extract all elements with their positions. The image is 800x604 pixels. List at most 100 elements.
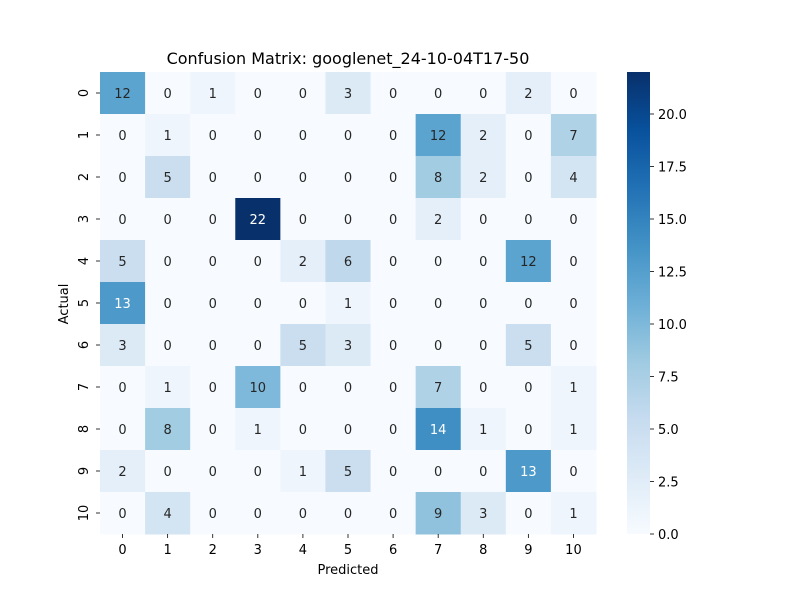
- heatmap-cell: [280, 324, 326, 367]
- x-axis-label: Predicted: [317, 563, 378, 578]
- y-tick-label: 0: [77, 89, 92, 97]
- heatmap-cell: [145, 156, 191, 199]
- heatmap-cell: [235, 114, 281, 157]
- x-tick-label: 10: [565, 543, 582, 558]
- colorbar-tick-label: 12.5: [658, 266, 687, 281]
- cell-value-label: 1: [569, 381, 577, 396]
- heatmap-cell: [190, 198, 236, 241]
- heatmap-cell: [460, 324, 507, 367]
- colorbar-tick-label: 20.0: [658, 108, 687, 123]
- x-tick-label: 5: [344, 543, 352, 558]
- cell-value-label: 2: [479, 171, 487, 186]
- cell-value-label: 0: [163, 87, 171, 102]
- heatmap-cell: [100, 72, 146, 115]
- cell-value-label: 0: [209, 171, 217, 186]
- cell-value-label: 0: [254, 339, 262, 354]
- cell-value-label: 0: [299, 171, 307, 186]
- heatmap-cell: [280, 366, 326, 409]
- cell-value-label: 8: [163, 423, 171, 438]
- x-tick-label: 4: [299, 543, 307, 558]
- heatmap-cell: [100, 282, 146, 325]
- cell-value-label: 0: [254, 87, 262, 102]
- heatmap-cell: [100, 450, 146, 493]
- heatmap-cell: [100, 492, 146, 535]
- heatmap-cell: [190, 408, 236, 451]
- cell-value-label: 12: [114, 87, 131, 102]
- y-tick-label: 1: [77, 131, 92, 139]
- cell-value-label: 0: [479, 465, 487, 480]
- heatmap-cell: [325, 408, 372, 451]
- heatmap-cell: [370, 156, 417, 199]
- x-axis-ticks: 0 1 2 3 4 5 6 7 8 9 10: [118, 534, 582, 558]
- heatmap-cell: [550, 72, 597, 115]
- cell-value-label: 0: [344, 423, 352, 438]
- cell-value-label: 0: [389, 213, 397, 228]
- heatmap-cell: [280, 240, 326, 283]
- cell-value-label: 5: [344, 465, 352, 480]
- heatmap-cell: [190, 324, 236, 367]
- cell-value-label: 0: [479, 87, 487, 102]
- cell-value-label: 0: [524, 171, 532, 186]
- cell-value-label: 0: [434, 297, 442, 312]
- cell-value-label: 0: [118, 507, 126, 522]
- cell-value-label: 0: [389, 87, 397, 102]
- x-tick-label: 8: [479, 543, 487, 558]
- heatmap-cell: [100, 366, 146, 409]
- heatmap-cell: [190, 240, 236, 283]
- heatmap-cell: [460, 492, 507, 535]
- cell-value-label: 0: [569, 87, 577, 102]
- cell-value-label: 2: [434, 213, 442, 228]
- cell-value-label: 0: [299, 87, 307, 102]
- heatmap-cell: [505, 114, 552, 157]
- cell-value-label: 0: [389, 381, 397, 396]
- cell-value-label: 0: [479, 297, 487, 312]
- heatmap-cell: [505, 282, 552, 325]
- heatmap-cell: [145, 198, 191, 241]
- y-tick-label: 5: [77, 299, 92, 307]
- cell-value-label: 0: [299, 381, 307, 396]
- cell-value-label: 0: [344, 171, 352, 186]
- heatmap-cell: [550, 240, 597, 283]
- cell-value-label: 8: [434, 171, 442, 186]
- heatmap-cell: [460, 240, 507, 283]
- cell-value-label: 0: [209, 423, 217, 438]
- heatmap-cell: [415, 282, 462, 325]
- heatmap-cell: [370, 408, 417, 451]
- heatmap-cell: [325, 450, 372, 493]
- cell-value-label: 0: [163, 297, 171, 312]
- cell-value-label: 0: [209, 129, 217, 144]
- heatmap-cell: [370, 72, 417, 115]
- cell-value-label: 0: [209, 213, 217, 228]
- heatmap-cell: [415, 240, 462, 283]
- heatmap-cell: [325, 114, 372, 157]
- cell-value-label: 0: [118, 129, 126, 144]
- cell-value-label: 0: [299, 423, 307, 438]
- cell-value-label: 9: [434, 507, 442, 522]
- heatmap-cell: [145, 492, 191, 535]
- cell-value-label: 0: [524, 423, 532, 438]
- heatmap-cell: [325, 156, 372, 199]
- heatmap-cell: [145, 240, 191, 283]
- heatmap-cell: [550, 366, 597, 409]
- cell-value-label: 0: [299, 213, 307, 228]
- cell-value-label: 0: [254, 255, 262, 270]
- heatmap-cell: [235, 324, 281, 367]
- cell-value-label: 0: [118, 423, 126, 438]
- cell-value-label: 0: [254, 171, 262, 186]
- cell-value-label: 0: [209, 339, 217, 354]
- cell-value-label: 2: [299, 255, 307, 270]
- cell-value-label: 7: [569, 129, 577, 144]
- heatmap-cell: [370, 282, 417, 325]
- cell-value-label: 0: [569, 213, 577, 228]
- cell-value-label: 0: [254, 129, 262, 144]
- cell-value-label: 5: [524, 339, 532, 354]
- heatmap-cell: [325, 240, 372, 283]
- cell-value-label: 0: [118, 213, 126, 228]
- cell-value-label: 0: [479, 255, 487, 270]
- heatmap-cell: [370, 240, 417, 283]
- heatmap-cell: [145, 72, 191, 115]
- cell-value-label: 0: [254, 507, 262, 522]
- x-tick-label: 3: [254, 543, 262, 558]
- cell-value-label: 10: [250, 381, 267, 396]
